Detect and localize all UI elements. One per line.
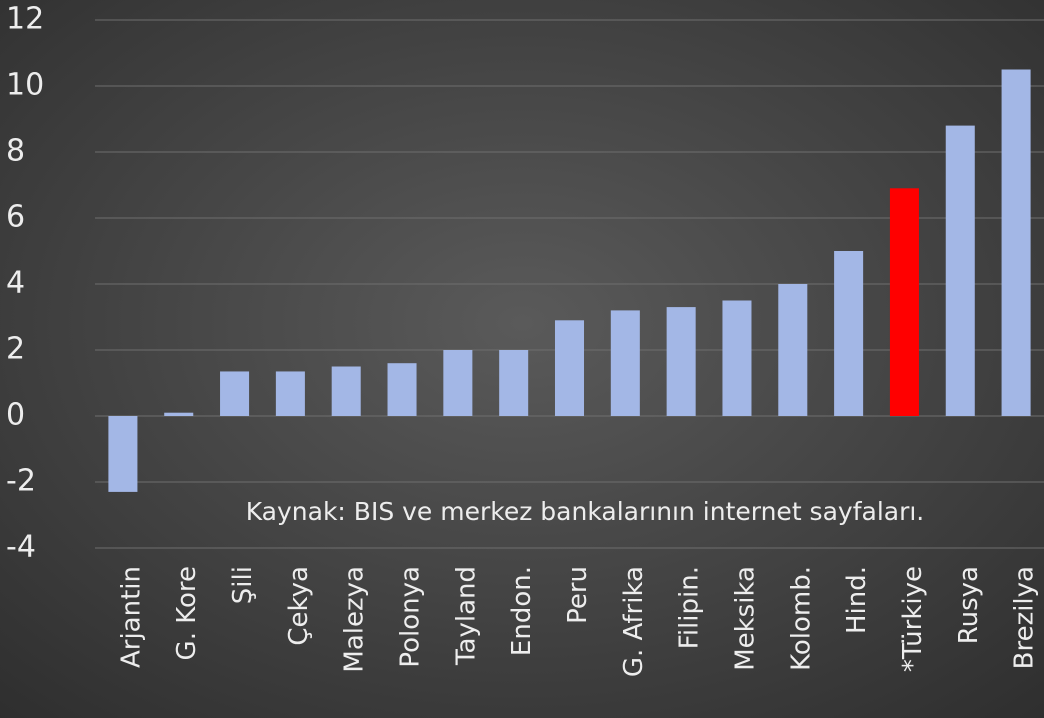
y-tick-label: -4 bbox=[6, 530, 36, 565]
x-tick-label: Hind. bbox=[842, 566, 872, 634]
x-tick-label: Polonya bbox=[396, 566, 426, 668]
bar bbox=[666, 307, 696, 416]
x-tick-label: Kolomb. bbox=[786, 566, 816, 671]
y-tick-label: 10 bbox=[6, 68, 44, 103]
x-tick-label: Çekya bbox=[284, 566, 314, 646]
x-tick-label: Filipin. bbox=[675, 566, 705, 649]
x-tick-label: Tayland bbox=[451, 566, 481, 666]
bar bbox=[610, 310, 640, 416]
x-tick-label: G. Afrika bbox=[619, 566, 649, 677]
x-tick-label: Malezya bbox=[340, 566, 370, 673]
x-tick-label: *Türkiye bbox=[898, 566, 928, 672]
y-tick-label: 2 bbox=[6, 332, 25, 367]
bar bbox=[834, 251, 864, 416]
bar bbox=[220, 371, 250, 416]
y-tick-label: -2 bbox=[6, 464, 36, 499]
bar bbox=[108, 416, 138, 492]
bar bbox=[331, 366, 361, 416]
bar bbox=[778, 284, 808, 416]
bar bbox=[164, 412, 194, 416]
bar bbox=[387, 363, 417, 416]
y-tick-label: 0 bbox=[6, 398, 25, 433]
annotation: Kaynak: BIS ve merkez bankalarının inter… bbox=[246, 497, 925, 526]
x-tick-label: Brezilya bbox=[1010, 566, 1040, 669]
bar bbox=[499, 350, 529, 416]
y-tick-label: 6 bbox=[6, 200, 25, 235]
bar bbox=[554, 320, 585, 416]
x-tick-label: Endon. bbox=[507, 566, 537, 656]
bar bbox=[889, 188, 919, 416]
x-tick-label: Peru bbox=[563, 566, 593, 624]
x-tick-label: Arjantin bbox=[116, 566, 146, 668]
bar bbox=[945, 125, 975, 416]
x-tick-label: Meksika bbox=[730, 566, 760, 671]
x-tick-label: Rusya bbox=[954, 566, 984, 644]
x-tick-label: G. Kore bbox=[172, 566, 202, 660]
y-tick-label: 8 bbox=[6, 134, 25, 169]
bar bbox=[443, 350, 473, 416]
x-tick-label: Şili bbox=[228, 566, 258, 604]
y-tick-label: 4 bbox=[6, 266, 25, 301]
bar bbox=[1001, 69, 1031, 416]
y-tick-label: 12 bbox=[6, 2, 44, 37]
bar bbox=[275, 371, 305, 416]
bar bbox=[722, 300, 752, 416]
